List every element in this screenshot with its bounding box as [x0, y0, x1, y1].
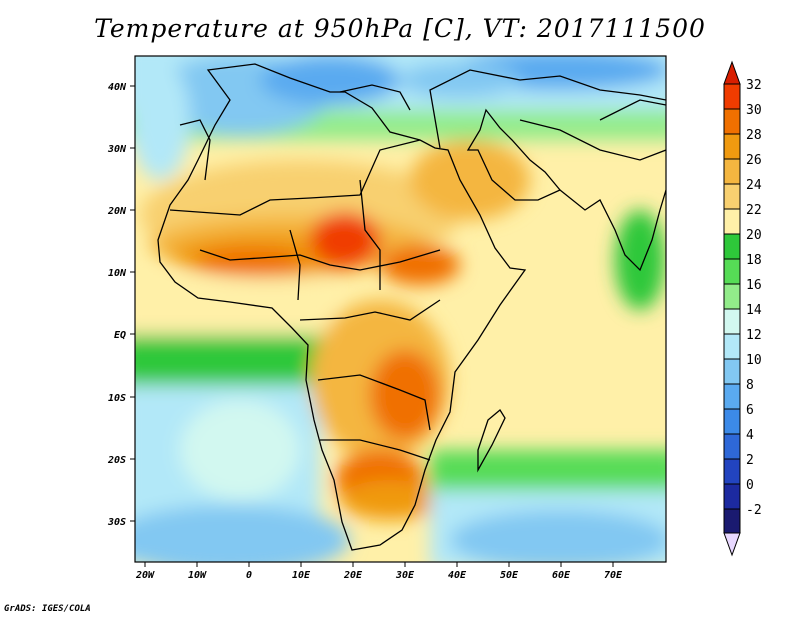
colorbar-top-arrow: [723, 60, 741, 85]
colorbar-label-24: 24: [746, 178, 762, 193]
colorbar-box-8: [723, 283, 741, 310]
credit-text: GrADS: IGES/COLA: [4, 604, 91, 614]
lon-label-60e: 60E: [552, 570, 571, 581]
colorbar-box-7: [723, 258, 741, 285]
colorbar-label-0: 0: [746, 478, 754, 493]
colorbar: 32 30 28 26 24 22 20 18 16 14 12 10 8 6 …: [723, 60, 762, 557]
lon-label-0: 0: [246, 570, 252, 581]
colorbar-label-28: 28: [746, 128, 762, 143]
colorbar-label-26: 26: [746, 153, 762, 168]
lon-label-50e: 50E: [500, 570, 519, 581]
colorbar-box-12: [723, 383, 741, 410]
lon-label-20e: 20E: [343, 570, 363, 581]
coastlines: [157, 63, 666, 551]
lat-label-20n: 20N: [107, 206, 127, 217]
colorbar-label-neg2: -2: [746, 503, 762, 518]
lon-label-40e: 40E: [448, 570, 467, 581]
colorbar-box-2: [723, 133, 741, 160]
lon-label-20w: 20W: [135, 570, 155, 581]
colorbar-box-9: [723, 308, 741, 335]
lat-label-20s: 20S: [107, 455, 126, 466]
colorbar-box-16: [723, 483, 741, 510]
colorbar-label-2: 2: [746, 453, 754, 468]
colorbar-label-14: 14: [746, 303, 762, 318]
colorbar-label-6: 6: [746, 403, 754, 418]
colorbar-label-30: 30: [746, 103, 762, 118]
colorbar-bottom-arrow: [723, 532, 741, 557]
lat-label-eq: EQ: [114, 330, 126, 341]
colorbar-label-16: 16: [746, 278, 762, 293]
colorbar-label-10: 10: [746, 353, 762, 368]
longitude-axis: 20W 10W 0 10E 20E 30E 40E 50E 60E 70E: [135, 562, 623, 581]
colorbar-box-10: [723, 333, 741, 360]
colorbar-label-12: 12: [746, 328, 762, 343]
lat-label-30n: 30N: [107, 144, 127, 155]
colorbar-box-13: [723, 408, 741, 435]
map-frame: [134, 55, 667, 563]
lon-label-10w: 10W: [188, 570, 207, 581]
lon-label-10e: 10E: [292, 570, 311, 581]
lat-label-40n: 40N: [108, 82, 127, 93]
colorbar-label-8: 8: [746, 378, 754, 393]
colorbar-box-1: [723, 108, 741, 135]
colorbar-label-22: 22: [746, 203, 762, 218]
colorbar-box-11: [723, 358, 741, 385]
colorbar-label-32: 32: [746, 78, 762, 93]
colorbar-label-4: 4: [746, 428, 754, 443]
colorbar-box-14: [723, 433, 741, 460]
temperature-field: [135, 56, 666, 562]
colorbar-box-15: [723, 458, 741, 485]
latitude-axis: 40N 30N 20N 10N EQ 10S 20S 30S: [107, 82, 135, 528]
lat-label-10s: 10S: [108, 393, 126, 404]
colorbar-box-6: [723, 233, 741, 260]
lon-label-30e: 30E: [395, 570, 415, 581]
map-title: Temperature at 950hPa [C], VT: 201711150…: [94, 14, 706, 43]
colorbar-box-4: [723, 183, 741, 210]
colorbar-box-0: [723, 83, 741, 110]
lat-label-30s: 30S: [107, 517, 126, 528]
lon-label-70e: 70E: [604, 570, 623, 581]
colorbar-box-5: [723, 208, 741, 235]
colorbar-box-17: [723, 508, 741, 534]
colorbar-label-20: 20: [746, 228, 762, 243]
colorbar-box-3: [723, 158, 741, 185]
colorbar-label-18: 18: [746, 253, 762, 268]
lat-label-10n: 10N: [108, 268, 127, 279]
